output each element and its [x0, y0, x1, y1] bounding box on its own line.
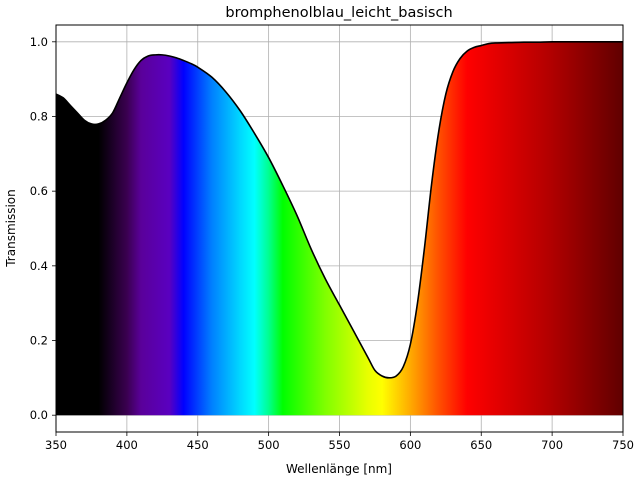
spectrum-area — [56, 41, 623, 416]
chart-title: bromphenolblau_leicht_basisch — [225, 5, 452, 21]
x-tick-label: 500 — [258, 438, 280, 452]
y-tick-label: 0.8 — [30, 109, 48, 123]
y-tick-label: 0.0 — [30, 408, 48, 422]
y-tick-label: 1.0 — [30, 35, 48, 49]
x-tick-label: 700 — [541, 438, 563, 452]
transmission-line — [55, 40, 623, 379]
x-tick-label: 750 — [612, 438, 634, 452]
x-tick-label: 400 — [116, 438, 138, 452]
y-axis: 0.0 0.2 0.4 0.6 0.8 1.0 — [30, 35, 56, 422]
spectrum-fill — [56, 41, 623, 416]
x-tick-label: 550 — [329, 438, 351, 452]
y-axis-label: Transmission — [4, 189, 18, 268]
x-tick-label: 600 — [399, 438, 421, 452]
x-tick-label: 650 — [470, 438, 492, 452]
y-tick-label: 0.4 — [30, 259, 48, 273]
y-tick-label: 0.2 — [30, 334, 48, 348]
x-axis: 350 400 450 500 550 600 650 700 750 — [45, 432, 634, 452]
series-line — [55, 40, 623, 379]
x-axis-label: Wellenlänge [nm] — [286, 462, 392, 476]
x-tick-label: 350 — [45, 438, 67, 452]
y-tick-label: 0.6 — [30, 184, 48, 198]
x-tick-label: 450 — [187, 438, 209, 452]
